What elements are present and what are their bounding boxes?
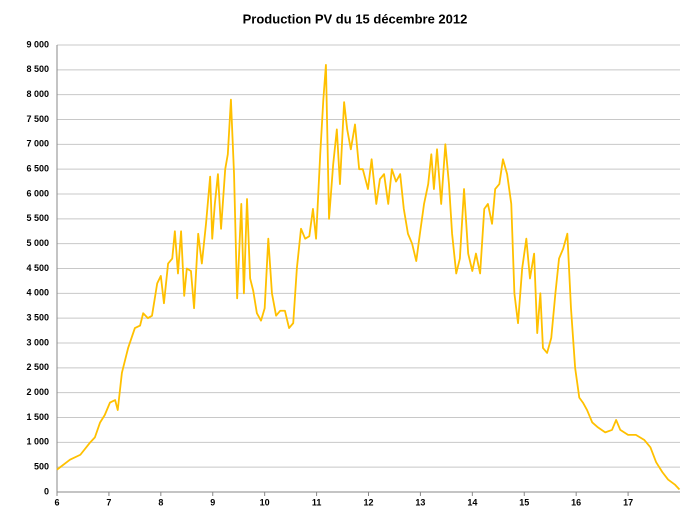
y-tick-label: 500 [34,462,49,472]
y-tick-label: 5 000 [26,238,49,248]
x-tick-label: 9 [210,497,215,507]
x-tick-label: 14 [467,497,477,507]
y-tick-label: 5 500 [26,213,49,223]
y-tick-label: 6 000 [26,188,49,198]
y-tick-label: 2 500 [26,362,49,372]
y-tick-label: 3 000 [26,337,49,347]
y-tick-label: 8 000 [26,89,49,99]
y-tick-label: 7 500 [26,114,49,124]
y-tick-label: 4 500 [26,263,49,273]
x-tick-label: 13 [415,497,425,507]
x-tick-label: 8 [158,497,163,507]
x-tick-label: 7 [106,497,111,507]
x-tick-label: 16 [571,497,581,507]
y-tick-label: 9 000 [26,39,49,49]
x-tick-label: 17 [623,497,633,507]
chart-title: Production PV du 15 décembre 2012 [243,11,468,26]
y-tick-label: 8 500 [26,64,49,74]
data-line [56,63,681,491]
x-tick-label: 6 [54,497,59,507]
y-tick-label: 2 000 [26,387,49,397]
y-tick-label: 4 000 [26,288,49,298]
y-tick-label: 1 500 [26,412,49,422]
x-tick-label: 11 [312,497,322,507]
y-tick-label: 1 000 [26,437,49,447]
y-tick-label: 3 500 [26,313,49,323]
y-tick-label: 0 [44,486,49,496]
x-tick-label: 15 [519,497,529,507]
x-tick-label: 12 [363,497,373,507]
x-tick-label: 10 [260,497,270,507]
y-tick-label: 6 500 [26,164,49,174]
y-tick-label: 7 000 [26,139,49,149]
